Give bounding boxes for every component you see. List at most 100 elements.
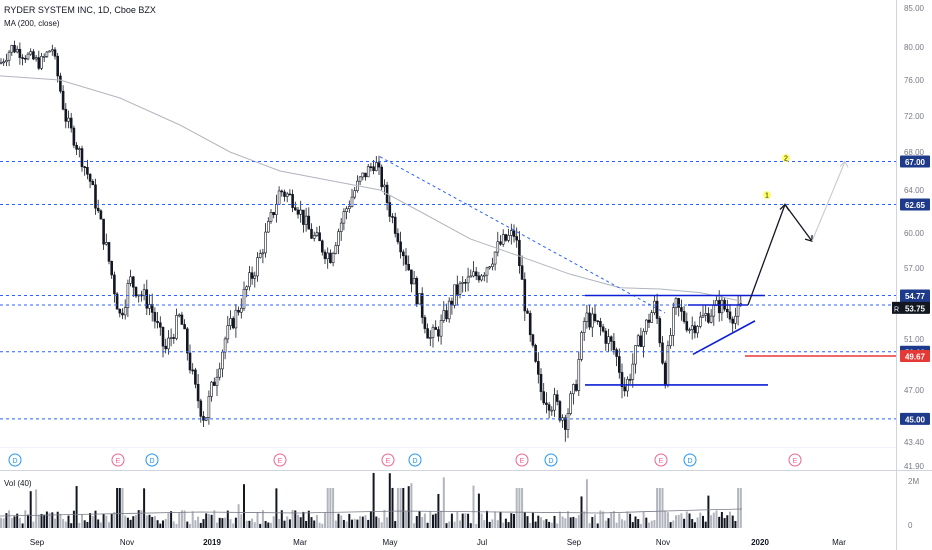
- volume-bar: [483, 520, 486, 528]
- event-label: D: [12, 458, 17, 465]
- price-label-box: [900, 155, 930, 168]
- volume-bar: [421, 517, 424, 528]
- candle-body: [415, 278, 419, 305]
- volume-bar: [151, 516, 154, 528]
- volume-bar: [97, 519, 100, 528]
- volume-bar: [440, 510, 443, 528]
- volume-bar: [386, 517, 389, 528]
- candle-body: [545, 402, 548, 405]
- candle-body: [661, 342, 664, 364]
- volume-bar: [634, 516, 637, 528]
- candle-body: [561, 417, 564, 421]
- volume-bar: [504, 518, 507, 528]
- candle-body: [221, 351, 224, 370]
- volume-bar: [615, 522, 618, 528]
- annotation-label: 2: [784, 156, 788, 163]
- event-label: E: [278, 458, 283, 465]
- volume-bar: [577, 514, 580, 528]
- candle-body: [110, 261, 113, 276]
- candle-body: [515, 236, 519, 241]
- volume-bar: [453, 521, 456, 528]
- candle-body: [477, 275, 481, 281]
- volume-bar: [726, 515, 729, 528]
- volume-bar: [534, 521, 537, 528]
- event-marker: [408, 453, 422, 467]
- volume-bar: [680, 513, 683, 528]
- volume-bar: [153, 516, 156, 528]
- candle-body: [175, 315, 178, 339]
- volume-bar: [537, 515, 540, 528]
- arrow-head: [779, 203, 790, 211]
- volume-bar: [734, 520, 737, 528]
- price-label-box: [900, 198, 930, 211]
- volume-bar: [205, 513, 208, 528]
- candle-body: [680, 307, 683, 312]
- candle-body: [434, 327, 438, 330]
- candle-body: [644, 319, 648, 332]
- price-label: 62.65: [905, 201, 926, 210]
- price-label-box: [900, 289, 930, 302]
- candle-body: [280, 190, 284, 193]
- volume-bar: [256, 511, 259, 528]
- candle-body: [145, 289, 149, 309]
- volume-bar: [583, 511, 586, 528]
- candle-body: [118, 308, 122, 314]
- volume-bar: [731, 515, 734, 528]
- event-label: D: [687, 458, 692, 465]
- volume-bar: [445, 523, 448, 528]
- candle-body: [455, 284, 459, 295]
- volume-bar: [656, 488, 659, 528]
- candle-body: [7, 51, 11, 61]
- volume-bar: [45, 511, 48, 528]
- time-tick-label: Sep: [30, 538, 45, 547]
- volume-bar: [715, 510, 718, 528]
- time-tick-label: Nov: [656, 538, 670, 547]
- volume-bar: [459, 520, 461, 528]
- volume-bar: [545, 519, 548, 528]
- volume-bar: [348, 513, 351, 528]
- candle-body: [320, 240, 324, 253]
- candle-body: [634, 345, 637, 365]
- volume-bar: [18, 517, 21, 528]
- volume-bar: [16, 513, 19, 528]
- event-label: D: [412, 458, 417, 465]
- volume-bar: [116, 488, 119, 528]
- candle-body: [350, 196, 354, 207]
- candle-body: [258, 253, 262, 258]
- time-tick-label: 2020: [751, 538, 769, 547]
- volume-bar: [369, 511, 372, 528]
- candle-body: [223, 338, 227, 353]
- candle-body: [539, 373, 543, 392]
- candle-body: [607, 336, 610, 344]
- volume-bar: [197, 516, 200, 528]
- volume-bar: [243, 484, 245, 528]
- candle-body: [275, 203, 278, 216]
- volume-bar: [32, 521, 35, 528]
- candle-body: [393, 216, 397, 234]
- candle-body: [312, 235, 316, 239]
- volume-bar: [234, 517, 237, 528]
- volume-bar: [550, 522, 553, 528]
- volume-bar: [648, 522, 650, 528]
- candle-body: [717, 300, 721, 314]
- candle-body: [534, 344, 537, 362]
- volume-bar: [688, 513, 691, 528]
- event-marker: [8, 453, 22, 467]
- volume-bar: [448, 521, 451, 528]
- volume-bar: [81, 514, 83, 528]
- candle-body: [285, 193, 289, 197]
- volume-bar: [623, 520, 626, 528]
- volume-bar: [572, 516, 575, 528]
- candle-body: [80, 148, 84, 168]
- volume-bar: [418, 511, 421, 528]
- volume-bar: [469, 523, 472, 528]
- volume-bar: [283, 520, 286, 528]
- price-label-box: [900, 412, 930, 425]
- volume-bar: [278, 518, 281, 528]
- candle-body: [547, 404, 551, 411]
- volume-bar: [502, 522, 505, 528]
- candle-body: [69, 117, 73, 129]
- volume-bar: [378, 517, 380, 528]
- candle-body: [688, 329, 691, 331]
